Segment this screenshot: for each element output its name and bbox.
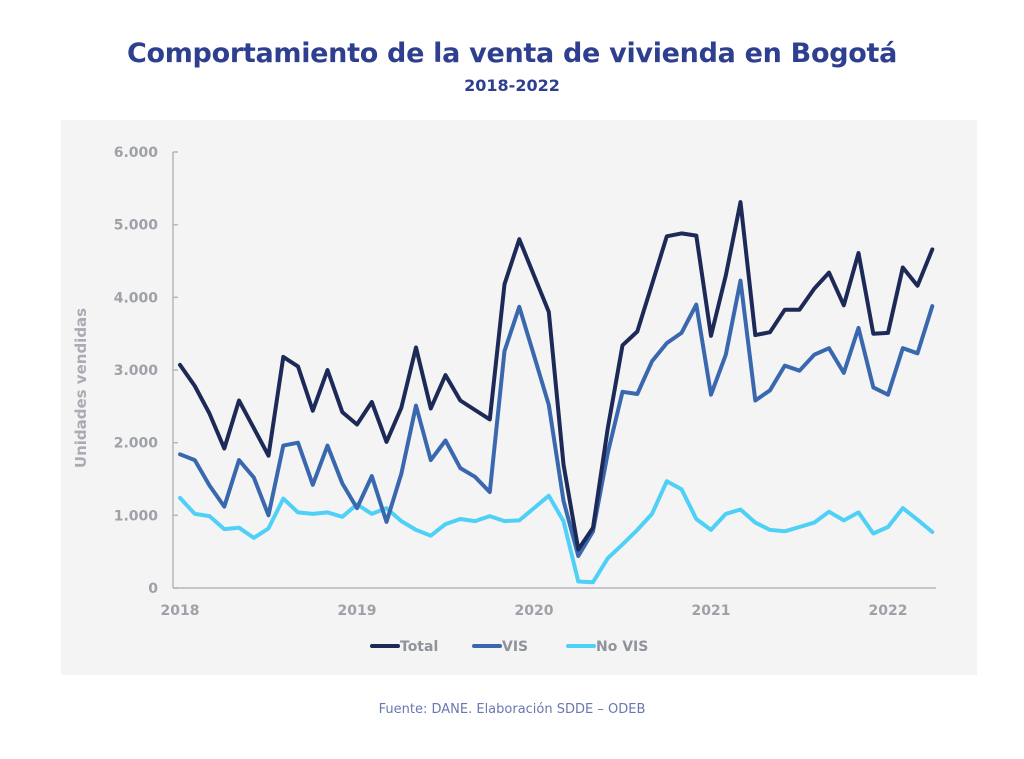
legend-label: No VIS [596,639,648,655]
chart-panel [61,120,977,675]
legend: Total VIS No VIS [370,639,648,655]
y-tick-label: 3.000 [114,363,159,379]
x-tick-label: 2018 [161,603,200,619]
y-axis-label: Unidades vendidas [72,308,90,468]
chart-subtitle: 2018-2022 [464,76,560,95]
y-tick-label: 1.000 [114,508,159,524]
y-tick-label: 0 [148,581,158,597]
y-tick-label: 2.000 [114,436,159,452]
series-line-no-vis [178,479,935,585]
x-tick-label: 2022 [869,603,908,619]
legend-label: VIS [502,639,528,655]
series-line-total [178,200,935,552]
legend-label: Total [400,639,438,655]
series-lines [178,200,935,585]
series-line-vis [178,278,935,558]
x-tick-label: 2020 [515,603,554,619]
source-note: Fuente: DANE. Elaboración SDDE – ODEB [378,702,646,717]
y-tick-label: 4.000 [114,290,159,306]
x-tick-label: 2021 [692,603,731,619]
axes: 0 1.000 2.000 3.000 4.000 5.000 6.000 2018 2019 2… [114,145,936,619]
y-tick-label: 6.000 [114,145,159,161]
x-tick-label: 2019 [338,603,377,619]
chart-title: Comportamiento de la venta de vivienda e… [126,38,898,69]
y-tick-label: 5.000 [114,218,159,234]
